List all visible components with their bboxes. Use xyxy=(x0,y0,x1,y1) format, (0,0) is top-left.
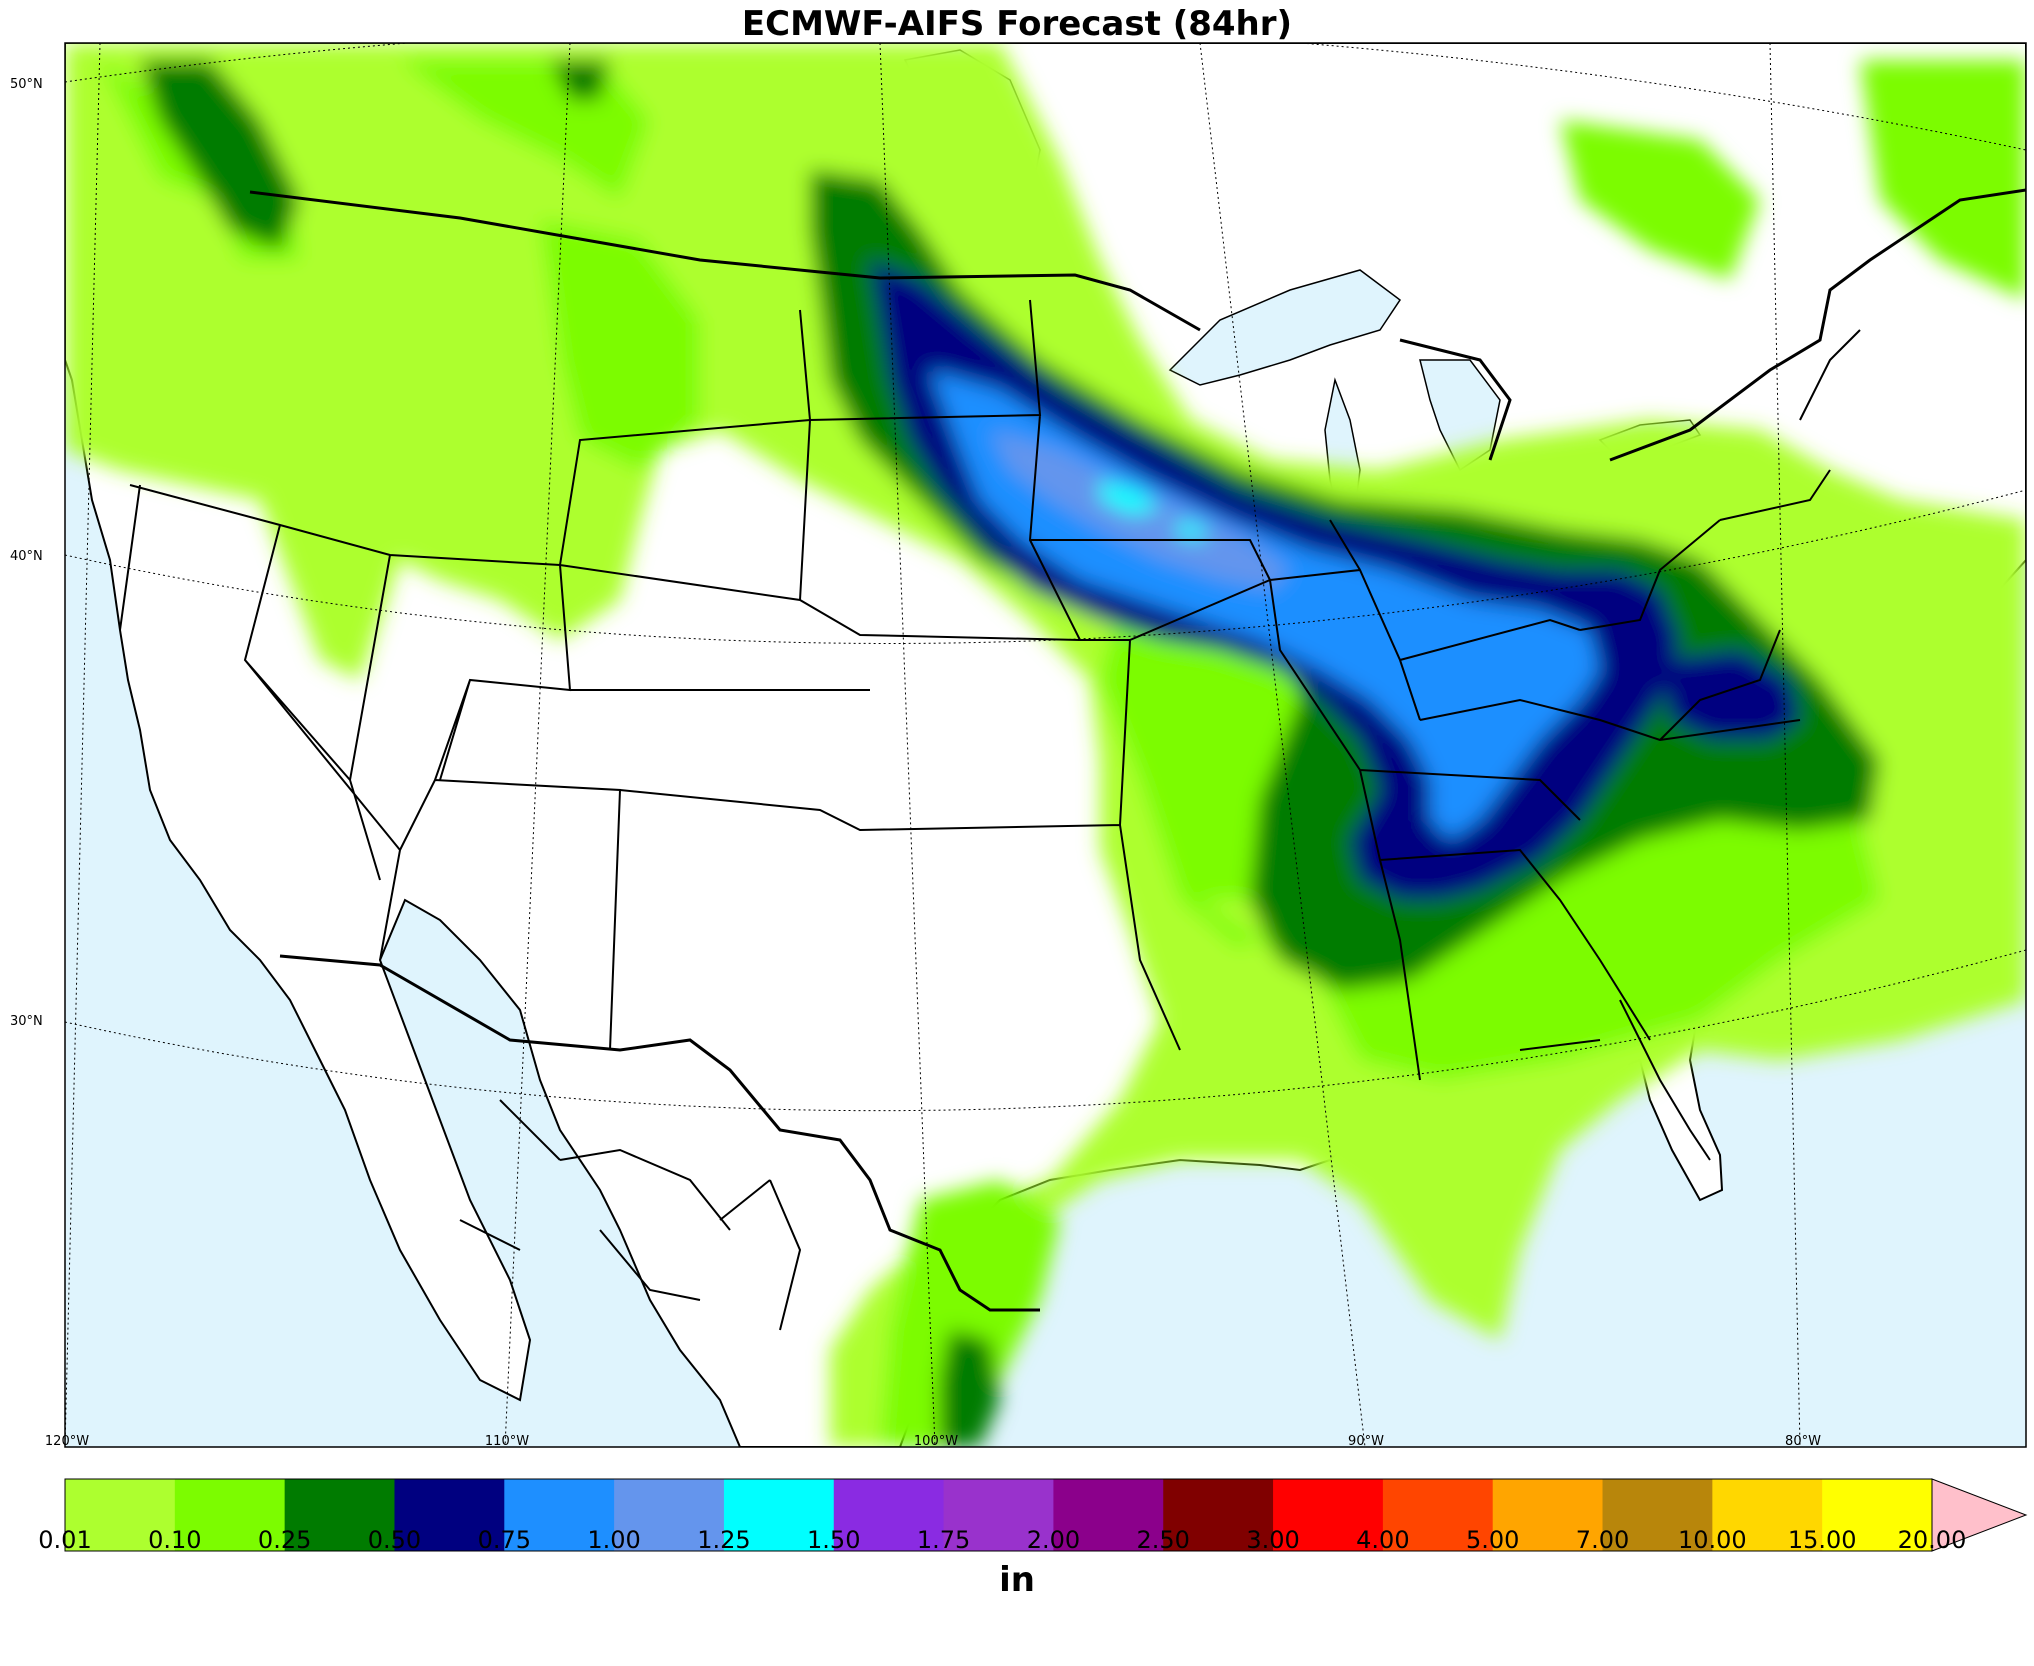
lon-80-line xyxy=(1769,43,1801,1447)
colorbar-tick-label: 1.50 xyxy=(807,1526,861,1554)
us-mexico-border xyxy=(279,954,1040,1312)
lon-label-110: 110°W xyxy=(484,1434,530,1449)
lon-90-line xyxy=(1199,43,1366,1447)
lon-label-90: 90°W xyxy=(1348,1434,1384,1449)
colorbar-tick-label: 0.01 xyxy=(38,1526,92,1554)
colorbar-frame xyxy=(64,1478,1933,1552)
lon-100-line xyxy=(879,43,936,1447)
lat-40-line xyxy=(65,489,2026,644)
florida xyxy=(1619,999,1711,1161)
lat-label-30: 30°N xyxy=(10,1014,43,1029)
colorbar-tick-label: 1.00 xyxy=(587,1526,641,1554)
precipitation-map xyxy=(64,42,2027,1448)
lon-label-100: 100°W xyxy=(913,1434,959,1449)
us-canada-border xyxy=(249,188,2026,462)
colorbar-tick-label: 4.00 xyxy=(1356,1526,1410,1554)
state-lines xyxy=(119,299,1861,1081)
colorbar-tick-label: 20.00 xyxy=(1897,1526,1967,1554)
colorbar-tick-label: 0.25 xyxy=(257,1526,312,1554)
colorbar-tick-label: 10.00 xyxy=(1677,1526,1747,1554)
colorbar-unit: in xyxy=(999,1560,1035,1600)
political-boundaries xyxy=(119,188,2026,1331)
contour-1.25 xyxy=(1100,480,1210,540)
lon-110-line xyxy=(504,43,571,1447)
precipitation-contours xyxy=(65,43,2026,1447)
map-frame xyxy=(64,42,2027,1448)
lat-label-50: 50°N xyxy=(10,77,43,92)
contour-0.01 xyxy=(65,43,2026,1447)
lat-label-40: 40°N xyxy=(10,549,43,564)
lake-superior xyxy=(1168,269,1402,386)
contour-0.10 xyxy=(100,60,2026,1447)
colorbar-tick-label: 3.00 xyxy=(1246,1526,1300,1554)
colorbar-tick-label: 1.25 xyxy=(697,1526,751,1554)
colorbar-tick-label: 1.75 xyxy=(916,1526,971,1554)
colorbar-tick-label: 7.00 xyxy=(1575,1526,1630,1554)
map-title: ECMWF-AIFS Forecast (84hr) xyxy=(741,4,1293,44)
colorbar-tick-label: 5.00 xyxy=(1465,1526,1520,1554)
colorbar-tick-label: 0.50 xyxy=(367,1526,422,1554)
colorbar-tick-label: 0.75 xyxy=(477,1526,531,1554)
mexico-state-lines xyxy=(459,1099,802,1331)
lon-label-80: 80°W xyxy=(1785,1434,1821,1449)
colorbar-tick-label: 2.00 xyxy=(1026,1526,1081,1554)
graticule xyxy=(65,43,2026,1447)
lat-30-line xyxy=(65,949,2026,1112)
colorbar-tick-label: 15.00 xyxy=(1787,1526,1857,1554)
colorbar-tick-label: 0.10 xyxy=(148,1526,202,1554)
lon-label-120: 120°W xyxy=(44,1434,90,1449)
lon-120-line xyxy=(65,43,101,1447)
colorbar-tick-label: 2.50 xyxy=(1136,1526,1190,1554)
